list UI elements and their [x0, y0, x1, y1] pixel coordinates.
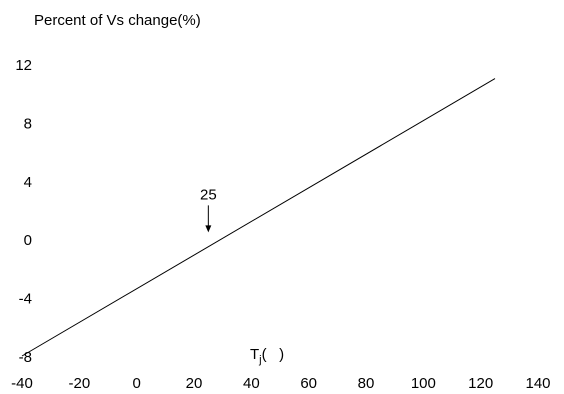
x-tick-label: -20: [68, 375, 90, 392]
x-tick-label: 120: [468, 375, 493, 392]
y-tick-labels: 12 8 4 0 -4 -8: [15, 57, 32, 366]
x-tick-label: 20: [186, 375, 203, 392]
x-tick-label: 80: [358, 375, 375, 392]
x-tick-labels: -40 -20 0 20 40 60 80 100 120 140: [11, 375, 550, 392]
y-tick-label: 0: [24, 232, 32, 249]
x-axis-label-unit: ( ): [262, 346, 285, 363]
chart-title: Percent of Vs change(%): [34, 12, 201, 29]
x-axis-label-subscript: j: [258, 354, 261, 366]
x-axis-label-main: T: [250, 346, 259, 363]
y-tick-label: -8: [19, 349, 32, 366]
x-tick-label: 40: [243, 375, 260, 392]
x-tick-label: 60: [300, 375, 317, 392]
annotation-label: 25: [200, 186, 217, 203]
y-tick-label: 8: [24, 115, 32, 132]
x-tick-label: 100: [411, 375, 436, 392]
x-tick-label: 0: [132, 375, 140, 392]
y-tick-label: 12: [15, 57, 32, 74]
annotation-group: 25: [200, 186, 217, 233]
x-tick-label: -40: [11, 375, 33, 392]
series-group: [21, 78, 496, 357]
x-tick-label: 140: [525, 375, 550, 392]
y-tick-label: -4: [19, 291, 32, 308]
series-line: [21, 78, 496, 357]
y-tick-label: 4: [24, 174, 32, 191]
x-axis-label: Tj( ): [250, 346, 284, 366]
annotation-arrow-head: [205, 225, 212, 233]
